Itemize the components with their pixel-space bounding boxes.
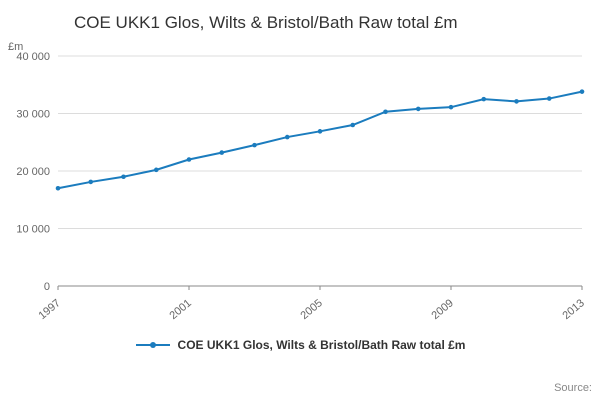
data-point xyxy=(448,104,454,110)
data-point xyxy=(415,106,421,112)
data-point xyxy=(186,157,192,162)
x-tick-label: 2009 xyxy=(429,297,455,322)
y-tick-label: 40 000 xyxy=(16,51,50,63)
data-point xyxy=(55,185,61,191)
x-tick-label: 2013 xyxy=(560,297,586,322)
data-point xyxy=(284,134,290,140)
y-tick-label: 10 000 xyxy=(16,224,50,236)
y-tick-label: 20 000 xyxy=(16,166,50,178)
data-point xyxy=(317,129,323,134)
chart-title: COE UKK1 Glos, Wilts & Bristol/Bath Raw … xyxy=(74,13,458,32)
data-point xyxy=(121,174,126,180)
data-point xyxy=(514,99,519,104)
data-point xyxy=(383,109,388,115)
data-point xyxy=(546,96,552,101)
data-point xyxy=(219,150,225,155)
legend-series-label: COE UKK1 Glos, Wilts & Bristol/Bath Raw … xyxy=(177,338,466,352)
x-tick-label: 2001 xyxy=(167,297,193,322)
legend-line-icon xyxy=(135,342,170,348)
data-point xyxy=(153,167,159,173)
y-axis-unit-label: £m xyxy=(8,41,23,53)
data-line xyxy=(57,90,583,190)
data-point xyxy=(88,179,94,185)
data-point xyxy=(481,96,487,102)
y-tick-label: 30 000 xyxy=(16,109,50,121)
y-tick-label: 0 xyxy=(44,281,50,293)
x-tick-label: 2005 xyxy=(298,297,324,322)
data-point xyxy=(350,122,356,128)
chart-canvas: £m 0 10 000 20 000 30 000 40 000 1997 2001 2005… xyxy=(8,41,587,322)
x-tick-label: 1997 xyxy=(36,297,62,322)
data-point xyxy=(252,142,257,148)
data-point xyxy=(579,89,585,94)
chart-legend: COE UKK1 Glos, Wilts & Bristol/Bath Raw … xyxy=(0,336,600,354)
source-label: Source: xyxy=(554,382,592,394)
